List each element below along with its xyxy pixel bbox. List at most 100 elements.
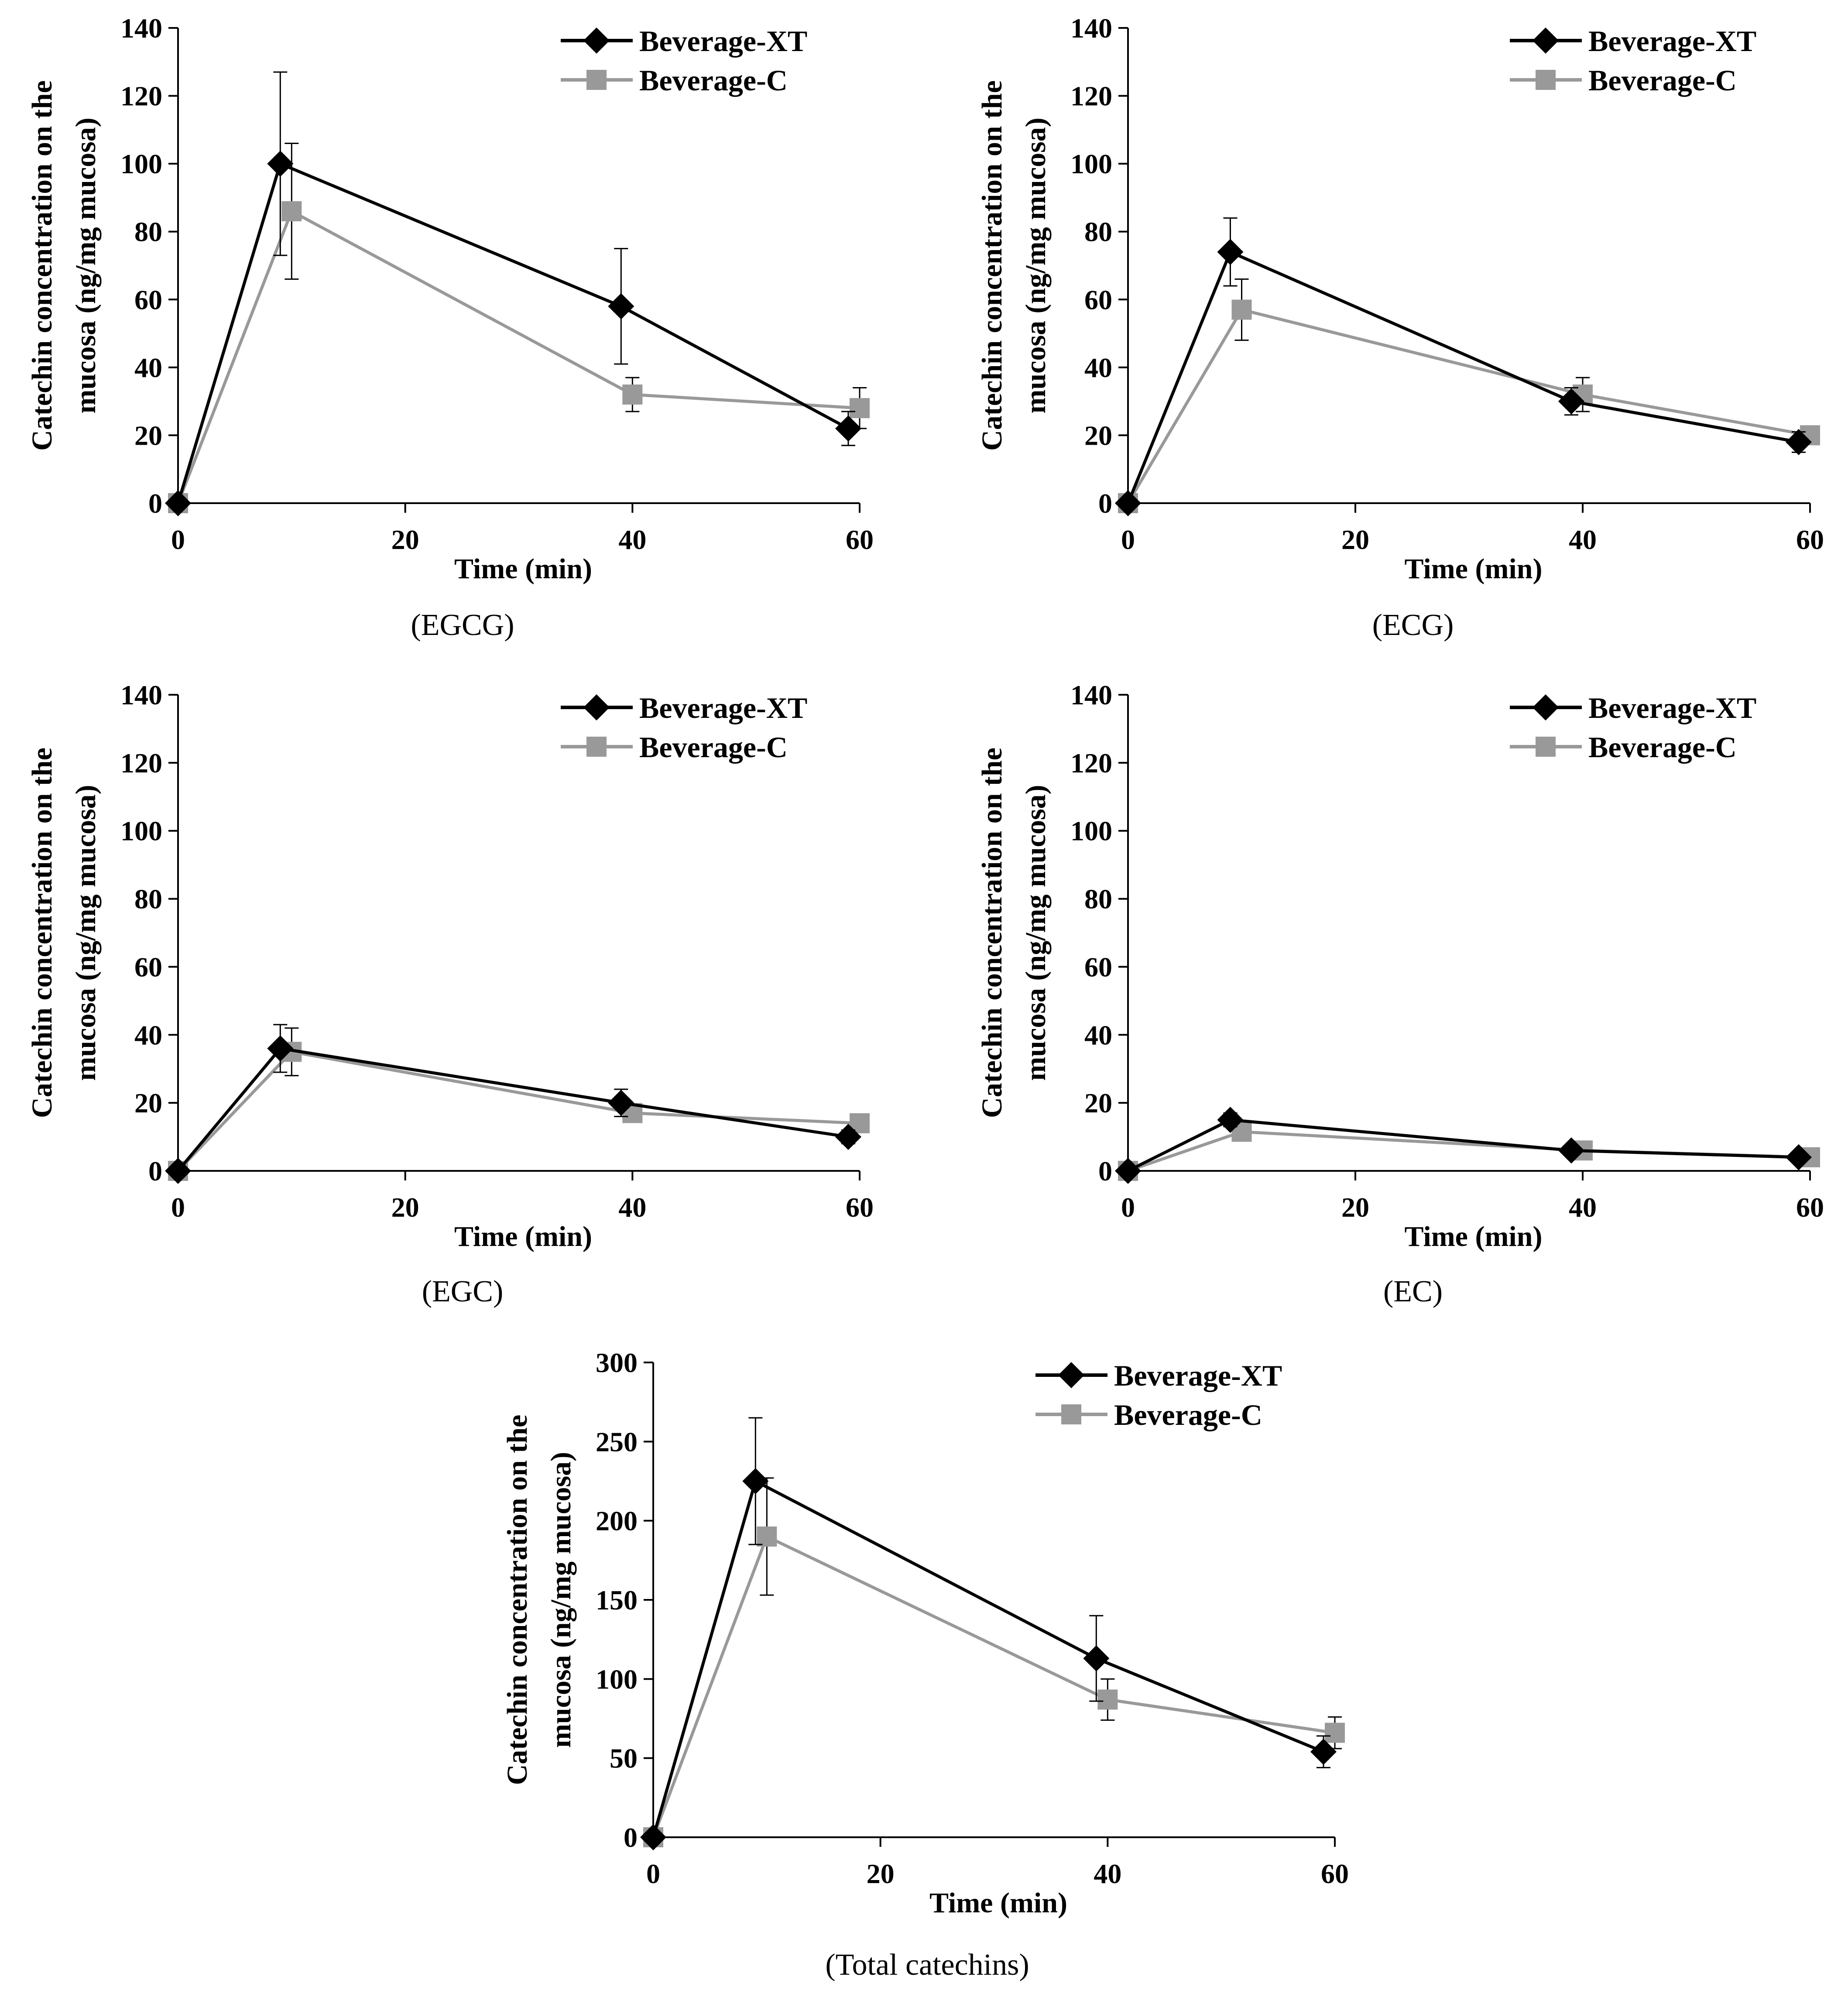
x-axis-title: Time (min)	[1405, 553, 1543, 585]
x-tick-label: 60	[1796, 524, 1824, 555]
data-point	[281, 201, 302, 222]
y-tick-label: 0	[1098, 1156, 1112, 1187]
series-beverage-xt	[1115, 1107, 1812, 1184]
x-tick-label: 0	[171, 524, 185, 555]
x-tick-label: 60	[846, 1192, 874, 1223]
x-tick-label: 0	[1121, 1192, 1135, 1223]
x-tick-label: 20	[1341, 524, 1369, 555]
x-tick-label: 0	[646, 1858, 660, 1889]
y-tick-label: 40	[134, 1019, 162, 1050]
legend: Beverage-XT Beverage-C	[1510, 691, 1756, 764]
x-tick-label: 40	[1569, 524, 1597, 555]
legend-label: Beverage-XT	[639, 691, 807, 724]
data-point	[835, 415, 861, 442]
legend-marker	[586, 70, 607, 90]
panel-5: 0 50 100 150 200 250 300 0 20 40 60 Time (min) Catec…	[501, 1347, 1349, 1982]
legend-label: Beverage-XT	[1588, 24, 1756, 58]
series-beverage-c	[643, 1477, 1345, 1847]
legend-label: Beverage-C	[1588, 731, 1737, 764]
y-tick-label: 250	[596, 1426, 638, 1457]
y-tick-label: 20	[134, 1088, 162, 1119]
x-tick-label: 20	[867, 1858, 895, 1889]
y-axis-title-line: mucosa (ng/mg mucosa)	[545, 1452, 577, 1748]
x-tick-label: 40	[1569, 1192, 1597, 1223]
x-tick-label: 20	[1341, 1192, 1369, 1223]
y-axis-title-line: Catechin concentration on the	[976, 80, 1008, 451]
legend-marker	[583, 27, 610, 54]
x-axis-title: Time (min)	[1405, 1221, 1543, 1252]
series-line	[176, 162, 849, 504]
y-tick-label: 150	[596, 1585, 638, 1616]
data-point	[622, 384, 643, 405]
y-axis-title-line: mucosa (ng/mg mucosa)	[70, 117, 102, 413]
legend: Beverage-XT Beverage-C	[1510, 24, 1756, 97]
y-tick-label: 100	[120, 148, 162, 179]
y-axis-title: Catechin concentration on the mucosa (ng/…	[26, 748, 102, 1118]
series-beverage-xt	[640, 1417, 1337, 1850]
panel-2: 0 20 40 60 80 100 120 140 0 20 40 60 Time (min) Catec…	[976, 13, 1824, 642]
legend-label: Beverage-C	[1114, 1398, 1262, 1431]
legend-label: Beverage-XT	[639, 24, 807, 58]
data-point	[1310, 1739, 1337, 1765]
legend-label: Beverage-C	[1588, 64, 1737, 97]
y-tick-label: 80	[134, 216, 162, 247]
panel-caption: (ECG)	[1372, 608, 1454, 642]
series-line	[177, 1050, 860, 1172]
data-point	[608, 293, 634, 319]
data-point	[1115, 490, 1141, 516]
y-axis-title-line: Catechin concentration on the	[26, 80, 58, 451]
series-line	[651, 1535, 1335, 1838]
y-tick-label: 60	[1084, 951, 1112, 982]
y-tick-label: 140	[1070, 679, 1112, 710]
series-line	[177, 1046, 849, 1172]
data-point	[1083, 1645, 1110, 1672]
data-point	[267, 151, 294, 177]
data-point	[1558, 388, 1584, 415]
panel-caption: (EC)	[1383, 1275, 1443, 1308]
y-axis-title-line: mucosa (ng/mg mucosa)	[1020, 785, 1052, 1081]
y-tick-label: 80	[134, 884, 162, 915]
series-line	[1126, 250, 1799, 504]
data-point	[267, 1035, 294, 1062]
y-tick-label: 40	[1084, 1019, 1112, 1050]
y-axis-title-line: mucosa (ng/mg mucosa)	[70, 785, 102, 1081]
data-point	[1115, 1158, 1141, 1184]
legend-marker	[1058, 1362, 1084, 1388]
x-tick-label: 40	[618, 1192, 646, 1223]
data-point	[1231, 299, 1252, 320]
x-tick-label: 60	[1321, 1858, 1349, 1889]
panel-1: 0 20 40 60 80 100 120 140 0 20 40 60 Time (min) Catec…	[26, 13, 874, 642]
y-tick-label: 80	[1084, 216, 1112, 247]
y-tick-label: 100	[1070, 816, 1112, 847]
series-line	[1127, 1130, 1810, 1173]
y-tick-label: 140	[120, 679, 162, 710]
legend: Beverage-XT Beverage-C	[561, 691, 807, 764]
y-tick-label: 0	[148, 1156, 162, 1187]
legend-marker	[586, 737, 607, 757]
y-tick-label: 20	[1084, 1088, 1112, 1119]
y-tick-label: 50	[610, 1743, 638, 1774]
x-axis-title: Time (min)	[929, 1887, 1067, 1919]
y-axis-title-line: Catechin concentration on the	[26, 748, 58, 1118]
y-axis-title-line: Catechin concentration on the	[976, 748, 1008, 1118]
y-tick-label: 0	[1098, 488, 1112, 519]
y-tick-label: 120	[120, 748, 162, 779]
x-tick-label: 0	[171, 1192, 185, 1223]
y-axis-title-line: Catechin concentration on the	[501, 1415, 533, 1785]
y-tick-label: 60	[134, 951, 162, 982]
y-tick-label: 60	[134, 284, 162, 315]
x-tick-label: 40	[1094, 1858, 1121, 1889]
data-point	[640, 1824, 666, 1850]
x-tick-label: 60	[1796, 1192, 1824, 1223]
data-point	[165, 1158, 191, 1184]
y-tick-label: 140	[1070, 13, 1112, 44]
y-axis-title: Catechin concentration on the mucosa (ng/…	[976, 748, 1052, 1118]
panel-caption: (EGC)	[422, 1275, 504, 1308]
y-tick-label: 300	[596, 1347, 638, 1378]
series-beverage-xt	[1115, 217, 1812, 516]
data-point	[1217, 1107, 1244, 1133]
legend-marker	[1536, 737, 1556, 757]
data-point	[608, 1090, 634, 1116]
y-axis-title: Catechin concentration on the mucosa (ng/…	[501, 1415, 577, 1785]
y-tick-label: 120	[1070, 81, 1112, 112]
